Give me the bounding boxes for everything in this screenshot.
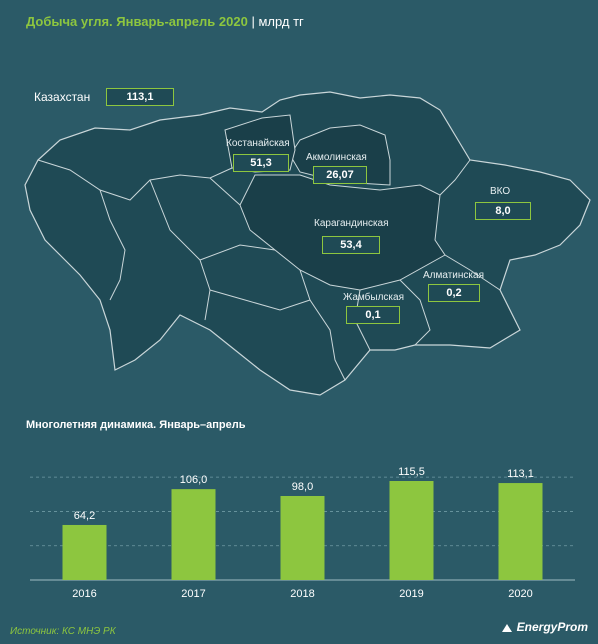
page-title: Добыча угля. Январь-апрель 2020 | млрд т… [26, 14, 304, 29]
region-value-karaganda: 53,4 [322, 236, 380, 254]
data-label-2016: 64,2 [74, 510, 95, 522]
tick-label-2017: 2017 [181, 588, 205, 600]
bar-2018 [280, 496, 325, 580]
region-label-zhambyl: Жамбылская [343, 292, 404, 303]
region-value-almaty: 0,2 [428, 284, 480, 302]
region-label-almaty: Алматинская [423, 270, 484, 281]
data-label-2017: 106,0 [180, 474, 208, 486]
bar-chart: 64,2 2016 106,0 2017 98,0 2018 115,5 2019 113,1 2… [30, 466, 575, 600]
region-label-karaganda: Карагандинская [314, 218, 389, 229]
logo-text: EnergyProm [516, 620, 588, 634]
bar-2017 [171, 489, 216, 580]
data-label-2019: 115,5 [398, 466, 425, 478]
bar-2016 [62, 524, 107, 580]
data-label-2018: 98,0 [292, 481, 313, 493]
country-label: Казахстан [34, 90, 91, 104]
title-separator: | [251, 14, 255, 29]
bar-2020 [498, 483, 543, 580]
region-label-kostanay: Костанайская [226, 138, 290, 149]
title-highlight: Добыча угля. Январь-апрель 2020 [26, 14, 248, 29]
bar-2019 [389, 481, 434, 580]
country-value-box: 113,1 [106, 88, 174, 106]
data-label-2020: 113,1 [507, 468, 534, 480]
region-borders [37, 159, 501, 381]
region-karaganda-shape [239, 174, 446, 291]
region-value-kostanay: 51,3 [233, 154, 289, 172]
region-value-akmola: 26,07 [313, 166, 367, 184]
tick-label-2020: 2020 [508, 588, 532, 600]
region-value-vko: 8,0 [475, 202, 531, 220]
footer [0, 618, 598, 644]
region-value-zhambyl: 0,1 [346, 306, 400, 324]
energyprom-logo-icon [501, 623, 512, 632]
region-label-vko: ВКО [490, 186, 511, 197]
tick-label-2018: 2018 [290, 588, 314, 600]
source-text: Источник: КС МНЭ РК [10, 626, 116, 637]
chart-title: Многолетняя динамика. Январь–апрель [26, 419, 246, 431]
tick-label-2016: 2016 [72, 588, 96, 600]
kazakhstan-map [24, 91, 591, 396]
title-unit: млрд тг [258, 14, 304, 29]
region-label-akmola: Акмолинская [306, 152, 367, 163]
brand-logo: EnergyProm [500, 620, 588, 635]
tick-label-2019: 2019 [399, 588, 423, 600]
